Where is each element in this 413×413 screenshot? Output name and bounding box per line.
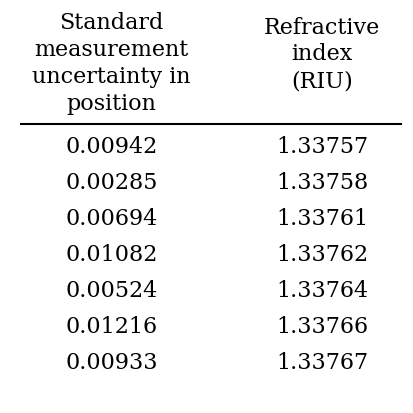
Text: 1.33764: 1.33764 bbox=[276, 280, 368, 302]
Text: 0.00694: 0.00694 bbox=[65, 208, 158, 230]
Text: Refractive: Refractive bbox=[264, 17, 380, 38]
Text: 1.33757: 1.33757 bbox=[276, 136, 368, 158]
Text: 1.33766: 1.33766 bbox=[276, 316, 368, 338]
Text: index: index bbox=[292, 43, 353, 65]
Text: 0.01082: 0.01082 bbox=[65, 244, 158, 266]
Text: 0.00524: 0.00524 bbox=[65, 280, 158, 302]
Text: position: position bbox=[66, 93, 157, 115]
Text: 1.33758: 1.33758 bbox=[276, 172, 368, 194]
Text: 0.00942: 0.00942 bbox=[65, 136, 158, 158]
Text: 1.33761: 1.33761 bbox=[276, 208, 368, 230]
Text: 0.00933: 0.00933 bbox=[65, 352, 158, 374]
Text: measurement: measurement bbox=[34, 39, 189, 61]
Text: Standard: Standard bbox=[59, 12, 164, 34]
Text: uncertainty in: uncertainty in bbox=[32, 66, 191, 88]
Text: (RIU): (RIU) bbox=[291, 70, 353, 92]
Text: 0.01216: 0.01216 bbox=[65, 316, 158, 338]
Text: 1.33767: 1.33767 bbox=[276, 352, 368, 374]
Text: 1.33762: 1.33762 bbox=[276, 244, 368, 266]
Text: 0.00285: 0.00285 bbox=[65, 172, 158, 194]
